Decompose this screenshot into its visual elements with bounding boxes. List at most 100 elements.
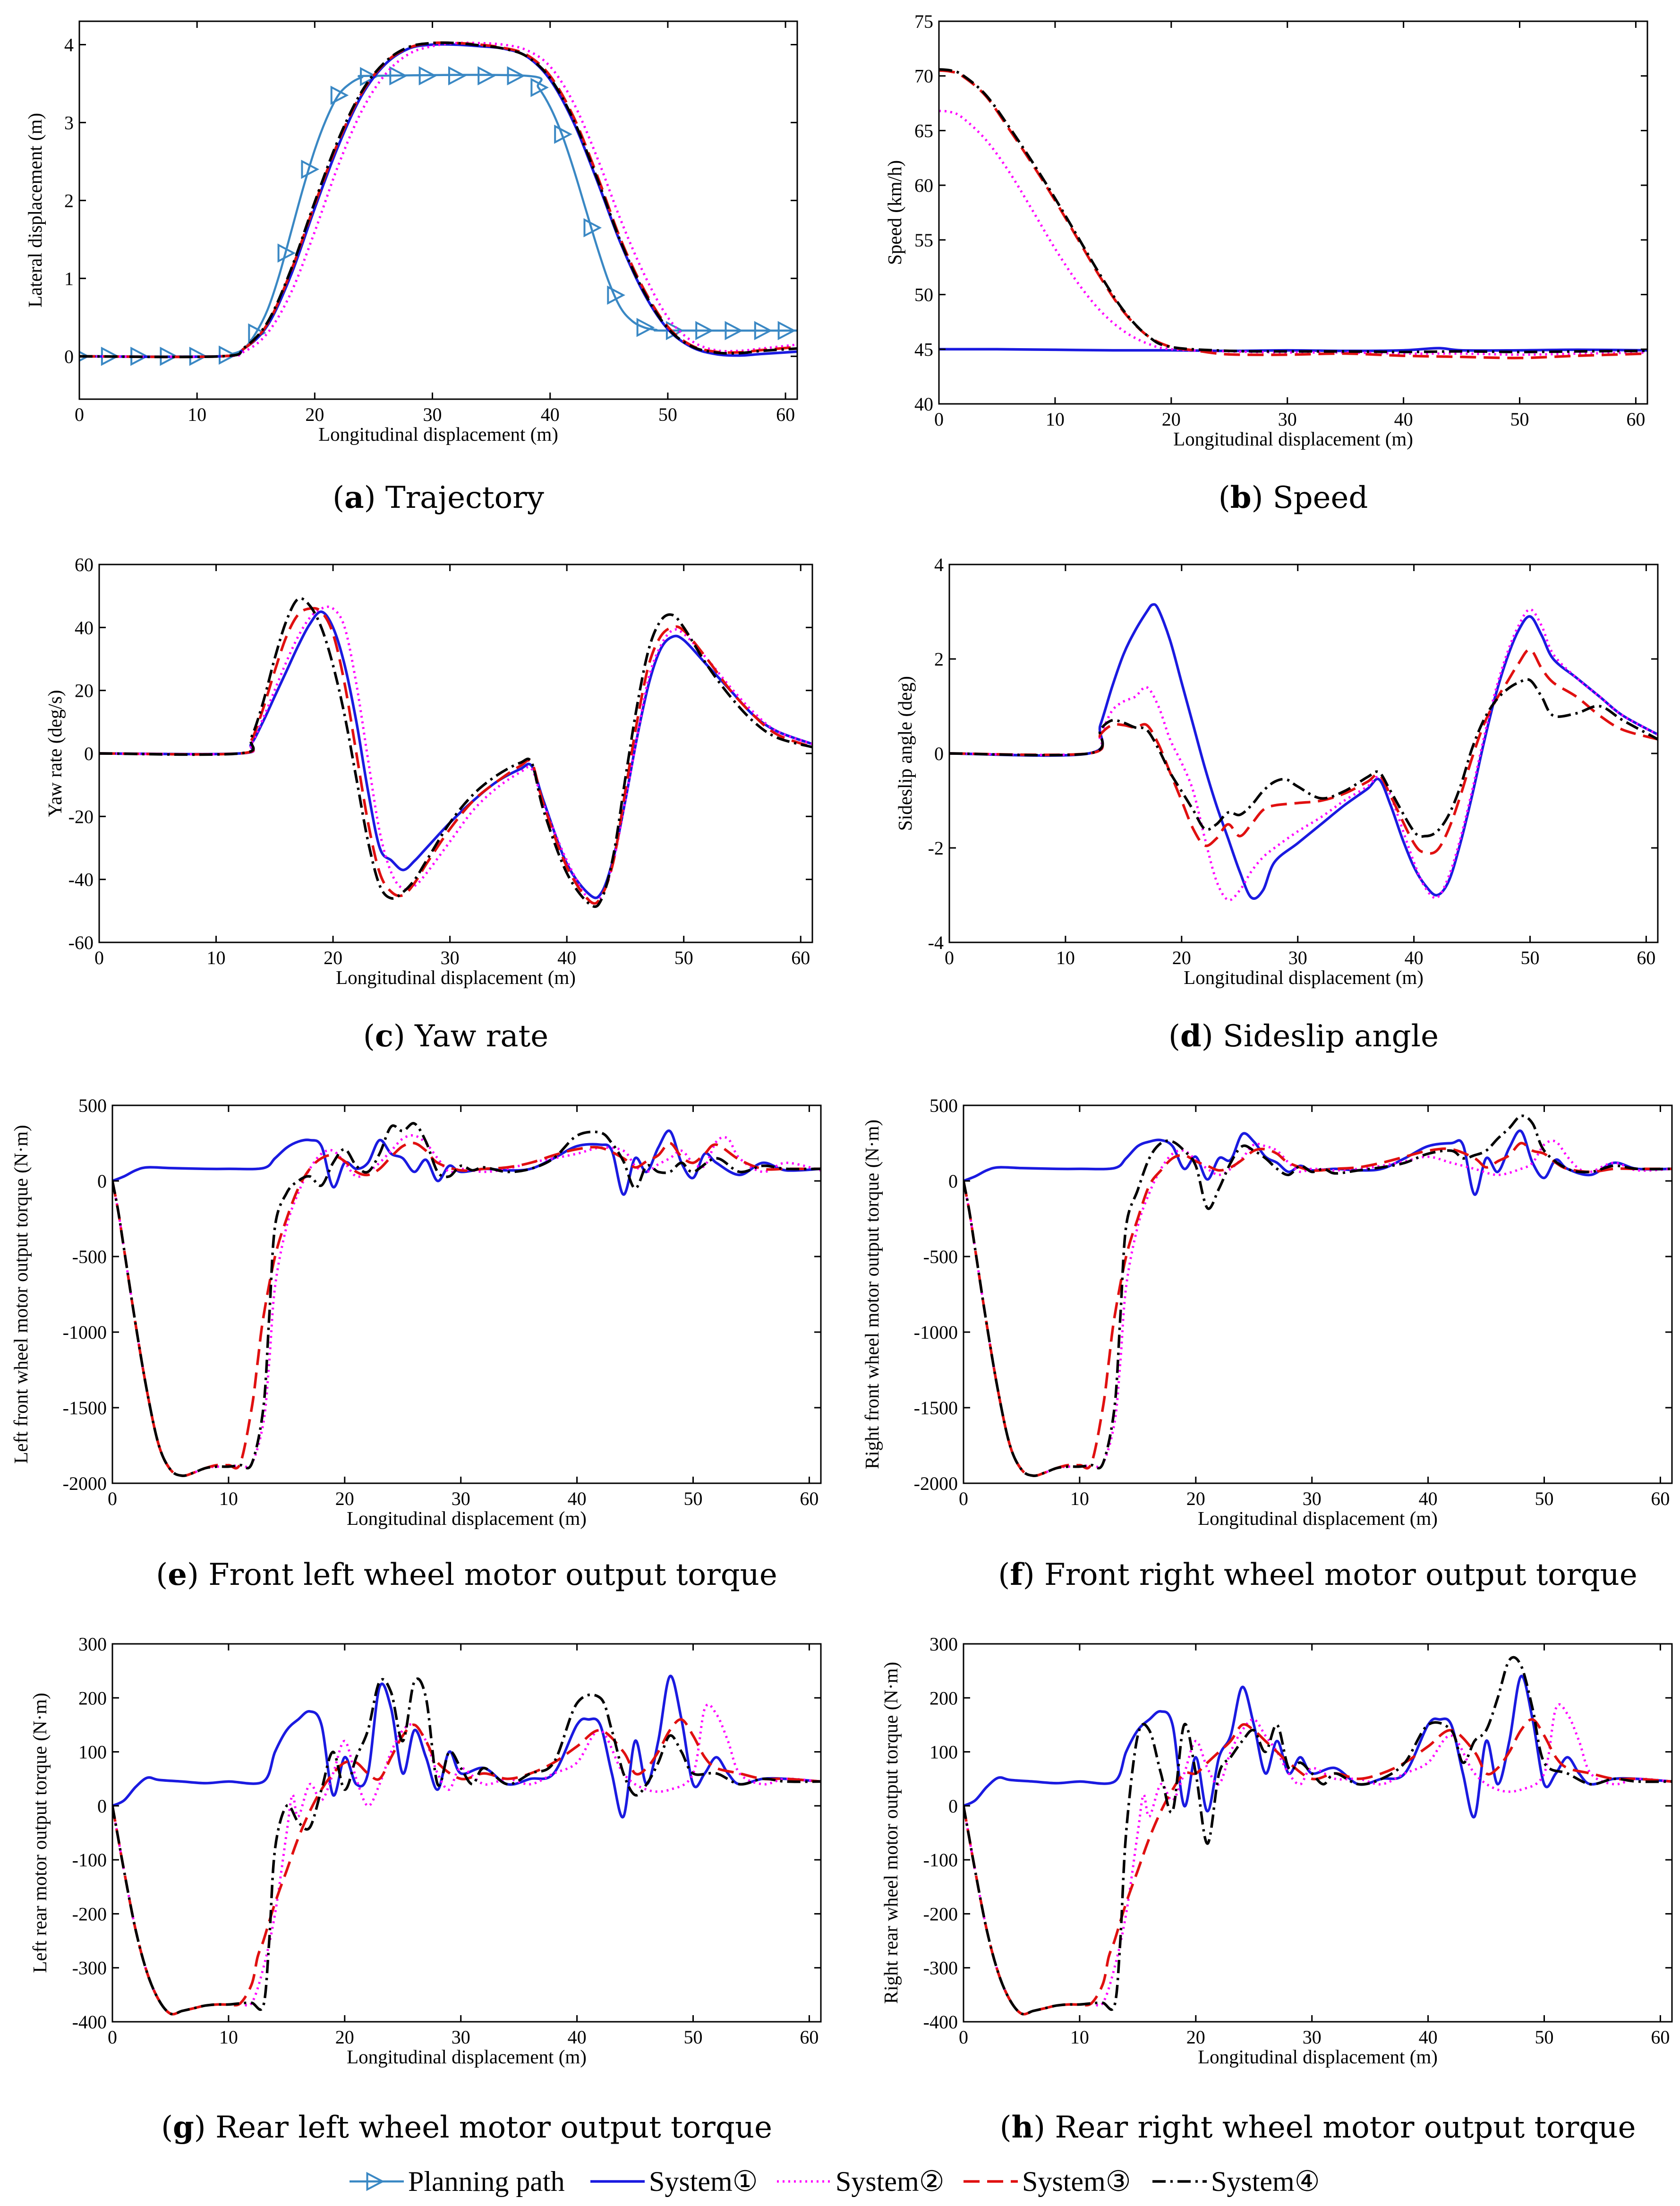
x-tick-label: 50 bbox=[684, 1488, 703, 1509]
subplot-b: 0 10 20 30 40 50 60 40 45 50 55 60 65 70 75 Longitudina… bbox=[884, 11, 1648, 515]
series-line-sys3 bbox=[112, 1718, 821, 2016]
planning-marker bbox=[636, 317, 655, 337]
series-line-sys3 bbox=[79, 41, 797, 359]
x-tick-label: 60 bbox=[1626, 409, 1645, 430]
y-axis-label: Left rear motor output torque (N·m) bbox=[29, 1693, 51, 1973]
y-tick-label: 100 bbox=[930, 1742, 958, 1763]
series-line-sys1 bbox=[964, 1129, 1672, 1196]
x-tick-label: 30 bbox=[1278, 409, 1297, 430]
x-axis-label: Longitudinal displacement (m) bbox=[1173, 428, 1413, 450]
series-group bbox=[964, 1656, 1672, 2016]
series-group bbox=[112, 1675, 821, 2016]
planning-marker bbox=[554, 124, 572, 144]
x-tick-label: 50 bbox=[1521, 947, 1540, 968]
x-tick-label: 0 bbox=[94, 947, 104, 968]
caption-letter: f bbox=[1010, 1557, 1024, 1592]
series-line-sys2 bbox=[964, 1703, 1672, 2016]
caption-text: Trajectory bbox=[376, 480, 544, 515]
x-tick-label: 50 bbox=[1510, 409, 1529, 430]
series-line-sys2 bbox=[112, 1703, 821, 2016]
x-axis-label: Longitudinal displacement (m) bbox=[347, 1507, 587, 1529]
series-line-sys3 bbox=[112, 1141, 821, 1477]
y-tick-label: -2000 bbox=[914, 1473, 958, 1494]
x-tick-label: 50 bbox=[684, 2026, 703, 2048]
caption-letter: c bbox=[375, 1018, 393, 1054]
x-tick-label: 20 bbox=[1162, 409, 1181, 430]
x-tick-label: 10 bbox=[1046, 409, 1065, 430]
planning-marker bbox=[530, 77, 549, 97]
series-group bbox=[112, 1122, 821, 1477]
y-axis-label: Sideslip angle (deg) bbox=[894, 676, 916, 831]
x-tick-label: 60 bbox=[800, 2026, 819, 2048]
x-tick-label: 30 bbox=[441, 947, 460, 968]
x-tick-label: 50 bbox=[1535, 1488, 1554, 1509]
y-tick-label: 0 bbox=[948, 1171, 958, 1192]
x-axis-label: Longitudinal displacement (m) bbox=[1184, 966, 1424, 988]
plot-frame bbox=[963, 1104, 1673, 1484]
y-tick-label: 500 bbox=[930, 1095, 958, 1116]
y-tick-label: 40 bbox=[75, 617, 94, 638]
y-tick-label: 20 bbox=[75, 680, 94, 701]
y-tick-label: -2 bbox=[928, 838, 944, 859]
x-axis-label: Longitudinal displacement (m) bbox=[1198, 2046, 1438, 2068]
y-tick-label: -400 bbox=[72, 2011, 107, 2033]
y-tick-label: 4 bbox=[934, 554, 944, 575]
legend-label-sys4: System④ bbox=[1211, 2166, 1320, 2197]
y-tick-label: 0 bbox=[97, 1796, 107, 1817]
x-tick-label: 30 bbox=[1303, 1488, 1322, 1509]
caption-text: Rear right wheel motor output torque bbox=[1045, 2110, 1636, 2145]
planning-marker bbox=[507, 66, 526, 86]
planning-marker bbox=[725, 321, 743, 341]
caption-letter: a bbox=[344, 480, 364, 515]
planning-marker bbox=[448, 66, 467, 86]
y-axis-label: Yaw rate (deg/s) bbox=[44, 690, 66, 817]
series-line-sys4 bbox=[949, 678, 1658, 838]
y-tick-label: -4 bbox=[928, 932, 944, 953]
x-tick-label: 10 bbox=[207, 947, 226, 968]
subplot-caption: (g) Rear left wheel motor output torque bbox=[161, 2110, 772, 2145]
plot-frame bbox=[111, 1104, 822, 1484]
x-tick-label: 60 bbox=[1651, 1488, 1670, 1509]
series-line-sys4 bbox=[79, 41, 797, 359]
legend: Planning path System① System② System③ System… bbox=[350, 2166, 1320, 2197]
x-tick-label: 50 bbox=[658, 404, 677, 425]
legend-label-sys1: System① bbox=[649, 2166, 758, 2197]
y-tick-label: -500 bbox=[923, 1246, 958, 1267]
caption-letter: b bbox=[1230, 480, 1252, 515]
x-tick-label: 20 bbox=[1172, 947, 1191, 968]
series-line-sys2 bbox=[79, 42, 797, 358]
x-tick-label: 0 bbox=[959, 2026, 968, 2048]
series-line-sys4 bbox=[964, 1114, 1672, 1477]
series-line-sys4 bbox=[99, 597, 812, 908]
y-tick-label: 100 bbox=[78, 1742, 107, 1763]
subplot-caption: (h) Rear right wheel motor output torque bbox=[1000, 2110, 1636, 2145]
y-tick-label: -300 bbox=[923, 1958, 958, 1979]
y-tick-label: 500 bbox=[78, 1095, 107, 1116]
planning-marker bbox=[418, 66, 437, 86]
x-tick-label: 30 bbox=[423, 404, 442, 425]
plot-frame bbox=[948, 564, 1659, 943]
y-tick-label: 1 bbox=[64, 268, 74, 289]
planning-marker bbox=[607, 285, 625, 305]
subplot-d: 0 10 20 30 40 50 60 -4 -2 0 2 4 Longitudinal displac… bbox=[894, 554, 1659, 1054]
x-tick-label: 40 bbox=[1394, 409, 1413, 430]
legend-label-sys3: System③ bbox=[1022, 2166, 1131, 2197]
y-tick-label: 3 bbox=[64, 112, 74, 133]
x-tick-label: 20 bbox=[1186, 1488, 1205, 1509]
x-tick-label: 60 bbox=[1637, 947, 1655, 968]
series-line-sys4 bbox=[112, 1122, 821, 1477]
subplot-caption: (e) Front left wheel motor output torque bbox=[156, 1557, 777, 1592]
x-axis-label: Longitudinal displacement (m) bbox=[347, 2046, 587, 2068]
series-line-sys4 bbox=[112, 1677, 821, 2016]
series-line-sys3 bbox=[949, 648, 1658, 855]
y-axis-label: Right rear wheel motor output torque (N·… bbox=[880, 1662, 902, 2004]
y-axis-label: Left front wheel motor output torque (N·… bbox=[10, 1125, 32, 1463]
planning-marker bbox=[277, 243, 296, 263]
planning-marker bbox=[777, 321, 796, 341]
x-tick-label: 60 bbox=[776, 404, 795, 425]
planning-marker bbox=[583, 218, 602, 238]
caption-text: Sideslip angle bbox=[1213, 1019, 1439, 1054]
x-tick-label: 30 bbox=[452, 1488, 470, 1509]
y-tick-label: -40 bbox=[68, 869, 94, 890]
y-axis-label: Speed (km/h) bbox=[884, 160, 905, 265]
